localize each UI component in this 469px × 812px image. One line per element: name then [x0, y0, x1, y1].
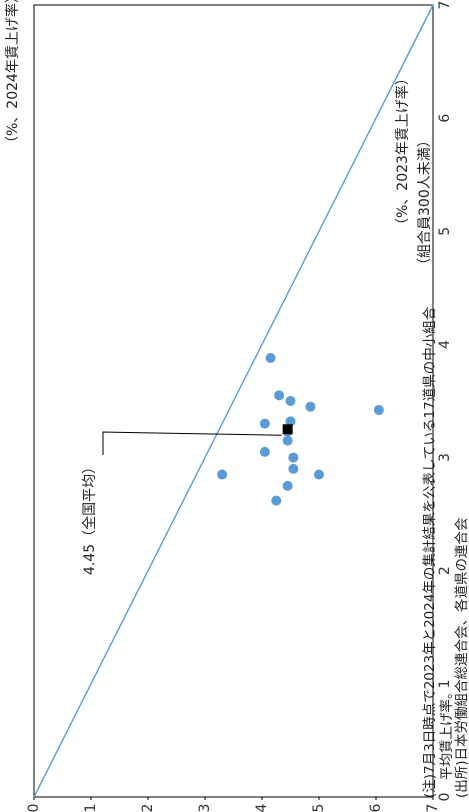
y-tick-label: 2	[140, 804, 156, 812]
annotation-leader-line	[102, 431, 282, 455]
scatter-point	[285, 416, 296, 427]
scatter-point	[288, 463, 299, 474]
scatter-point	[282, 480, 293, 491]
scatter-point	[288, 452, 299, 463]
x-tick-label: 1	[437, 679, 453, 688]
scatter-point	[217, 469, 228, 480]
scatter-point	[314, 469, 324, 480]
y-tick-label: 5	[311, 804, 327, 812]
x-tick-label: 4	[437, 340, 453, 349]
y-tick-label: 4	[254, 803, 270, 812]
y-tick-label: 7	[425, 804, 441, 812]
scatter-point	[265, 353, 276, 364]
x-axis-title: （%、2023年賃上げ率）	[395, 71, 411, 232]
plot-frame	[33, 4, 434, 798]
footnote-line-1: (注)7月3日時点で2023年と2024年の集計結果を公表している17道県の中小…	[422, 306, 438, 798]
scatter-point	[373, 405, 384, 416]
x-tick-label: 6	[437, 114, 453, 123]
scatter-point	[274, 390, 285, 401]
source-line: (出所)日本労働組合総連合会、各道県の連合会	[454, 517, 469, 798]
scatter-point	[305, 401, 316, 412]
y-tick-label: 3	[197, 804, 213, 812]
average-marker	[282, 424, 293, 435]
x-tick-label: 2	[437, 566, 453, 575]
x-tick-label: 5	[437, 227, 453, 236]
scatter-point	[282, 435, 293, 446]
y-tick-label: 0	[26, 804, 42, 812]
x-tick-label: 7	[437, 1, 453, 10]
y-axis-title: （%、2024年賃上げ率）	[5, 0, 21, 150]
scatter-point	[285, 396, 296, 406]
y-tick-label: 1	[83, 804, 99, 812]
x-tick-label: 3	[437, 453, 453, 462]
scatter-point	[259, 418, 270, 429]
footnote-line-2: 平均賃上げ率。	[439, 685, 455, 781]
x-tick-label: 0	[437, 793, 453, 802]
scatter-point	[259, 446, 270, 457]
x-axis-title-note: （組合員300人未満）	[417, 133, 433, 272]
average-annotation-label: 4.45（全国平均）	[82, 459, 98, 575]
y-tick-label: 6	[368, 803, 384, 812]
reference-line-45deg	[33, 4, 434, 798]
scatter-point	[271, 495, 282, 506]
